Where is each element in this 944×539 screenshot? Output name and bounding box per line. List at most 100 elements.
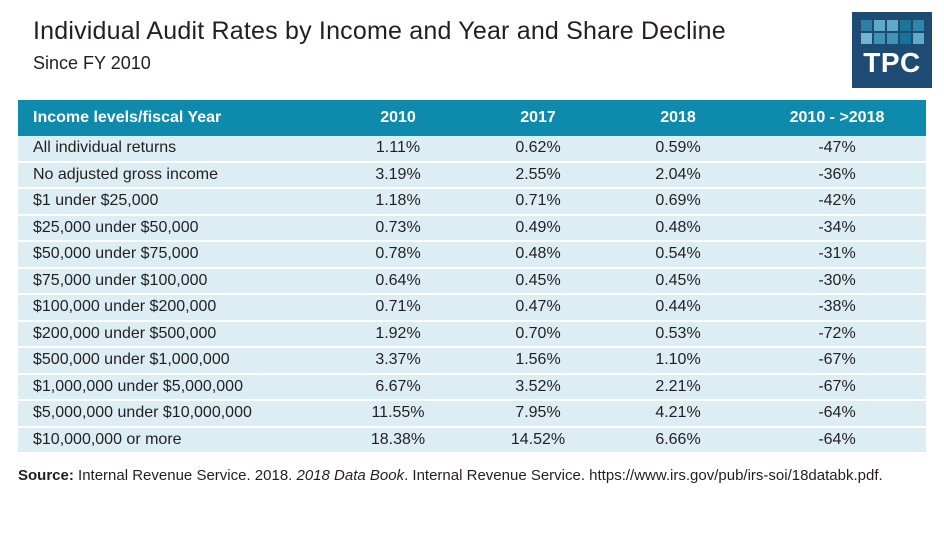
rate-cell: 7.95% — [515, 404, 561, 422]
table-row: No adjusted gross income 3.19% 2.55% 2.04% -… — [18, 162, 926, 189]
rate-cell: -30% — [818, 271, 856, 289]
rate-cell: -64% — [818, 404, 856, 422]
rate-cell: 14.52% — [510, 430, 566, 448]
table-row: $5,000,000 under $10,000,000 11.55% 7.95% 4… — [18, 401, 926, 428]
rate-cell: 3.37% — [375, 351, 421, 369]
rate-cell: 0.54% — [655, 245, 701, 263]
table-row: $1,000,000 under $5,000,000 6.67% 3.52% 2.2… — [18, 374, 926, 401]
rate-cell: 2.55% — [515, 165, 561, 183]
logo-grid-square — [886, 33, 898, 44]
logo-grid-square — [899, 33, 911, 44]
source-note: Source: Internal Revenue Service. 2018. … — [18, 467, 926, 484]
rate-cell: 2.21% — [655, 377, 701, 395]
rate-cell: 0.53% — [655, 324, 701, 342]
rate-cell: -36% — [818, 165, 856, 183]
logo-grid-square — [860, 33, 872, 44]
audit-rates-table: Income levels/fiscal Year 2010 2017 2018 201… — [18, 100, 926, 454]
income-level-cell: No adjusted gross income — [33, 165, 218, 183]
rate-cell: -47% — [818, 139, 856, 157]
rate-cell: -67% — [818, 377, 856, 395]
rate-cell: 2.04% — [655, 165, 701, 183]
column-header: 2010 - >2018 — [789, 109, 885, 126]
page-header: Individual Audit Rates by Income and Yea… — [0, 0, 944, 100]
page-title: Individual Audit Rates by Income and Yea… — [33, 17, 726, 45]
rate-cell: 6.66% — [655, 430, 701, 448]
column-header: 2010 — [380, 109, 416, 126]
logo-grid-square — [899, 20, 911, 31]
table-header-row: Income levels/fiscal Year 2010 2017 2018 201… — [18, 100, 926, 136]
column-header: 2018 — [660, 109, 696, 126]
income-level-cell: $25,000 under $50,000 — [33, 218, 199, 236]
logo-grid-square — [912, 20, 924, 31]
logo-grid-square — [886, 20, 898, 31]
rate-cell: 0.71% — [515, 192, 561, 210]
rate-cell: 0.70% — [515, 324, 561, 342]
table-row: $200,000 under $500,000 1.92% 0.70% 0.53% -7… — [18, 321, 926, 348]
table-row: $25,000 under $50,000 0.73% 0.49% 0.48% -34% — [18, 215, 926, 242]
income-level-cell: $1,000,000 under $5,000,000 — [33, 377, 243, 395]
rate-cell: -72% — [818, 324, 856, 342]
rate-cell: 0.64% — [375, 271, 421, 289]
rate-cell: 0.45% — [655, 271, 701, 289]
logo-grid-square — [912, 33, 924, 44]
income-level-cell: $75,000 under $100,000 — [33, 271, 208, 289]
income-level-cell: $5,000,000 under $10,000,000 — [33, 404, 252, 422]
page-subtitle: Since FY 2010 — [33, 53, 151, 73]
rate-cell: 0.44% — [655, 298, 701, 316]
column-header: Income levels/fiscal Year — [33, 109, 222, 126]
rate-cell: 1.92% — [375, 324, 421, 342]
income-level-cell: $200,000 under $500,000 — [33, 324, 217, 342]
table-body: All individual returns 1.11% 0.62% 0.59% -47… — [18, 136, 926, 454]
rate-cell: 0.48% — [655, 218, 701, 236]
rate-cell: 3.52% — [515, 377, 561, 395]
rate-cell: 0.59% — [655, 139, 701, 157]
rate-cell: -34% — [818, 218, 856, 236]
column-header: 2017 — [520, 109, 556, 126]
table-row: $500,000 under $1,000,000 3.37% 1.56% 1.10%… — [18, 348, 926, 375]
income-level-cell: $10,000,000 or more — [33, 430, 182, 448]
income-level-cell: $1 under $25,000 — [33, 192, 159, 210]
rate-cell: -64% — [818, 430, 856, 448]
rate-cell: 1.11% — [375, 139, 421, 157]
income-level-cell: $50,000 under $75,000 — [33, 245, 199, 263]
table-row: All individual returns 1.11% 0.62% 0.59% -47… — [18, 136, 926, 163]
rate-cell: 0.48% — [515, 245, 561, 263]
logo-grid — [860, 20, 924, 44]
income-level-cell: All individual returns — [33, 139, 177, 157]
rate-cell: 18.38% — [370, 430, 426, 448]
rate-cell: 6.67% — [375, 377, 421, 395]
rate-cell: 11.55% — [371, 404, 425, 422]
table-row: $1 under $25,000 1.18% 0.71% 0.69% -42% — [18, 189, 926, 216]
source-label: Source: — [18, 467, 74, 484]
logo-grid-square — [860, 20, 872, 31]
income-level-cell: $500,000 under $1,000,000 — [33, 351, 230, 369]
source-text-italic: 2018 Data Book — [296, 467, 405, 484]
logo-grid-square — [873, 20, 885, 31]
rate-cell: 0.78% — [375, 245, 421, 263]
rate-cell: -42% — [818, 192, 856, 210]
rate-cell: 0.49% — [515, 218, 561, 236]
source-text-2: . Internal Revenue Service. https://www.… — [404, 467, 883, 484]
rate-cell: 0.71% — [375, 298, 421, 316]
rate-cell: 4.21% — [655, 404, 701, 422]
rate-cell: 3.19% — [375, 165, 421, 183]
rate-cell: 0.45% — [515, 271, 561, 289]
rate-cell: 1.18% — [375, 192, 421, 210]
rate-cell: -67% — [818, 351, 856, 369]
logo-grid-square — [873, 33, 885, 44]
table-row: $100,000 under $200,000 0.71% 0.47% 0.44% -3… — [18, 295, 926, 322]
tpc-logo: TPC — [852, 12, 932, 88]
income-level-cell: $100,000 under $200,000 — [33, 298, 217, 316]
rate-cell: 1.10% — [655, 351, 701, 369]
rate-cell: 0.69% — [655, 192, 701, 210]
table-row: $75,000 under $100,000 0.64% 0.45% 0.45% -30… — [18, 268, 926, 295]
rate-cell: 0.73% — [375, 218, 421, 236]
rate-cell: 0.47% — [515, 298, 561, 316]
table-row: $10,000,000 or more 18.38% 14.52% 6.66% -64% — [18, 427, 926, 454]
rate-cell: -38% — [818, 298, 856, 316]
table-row: $50,000 under $75,000 0.78% 0.48% 0.54% -31% — [18, 242, 926, 269]
rate-cell: 1.56% — [515, 351, 561, 369]
rate-cell: 0.62% — [515, 139, 561, 157]
source-text-1: Internal Revenue Service. 2018. — [73, 467, 297, 484]
rate-cell: -31% — [818, 245, 856, 263]
